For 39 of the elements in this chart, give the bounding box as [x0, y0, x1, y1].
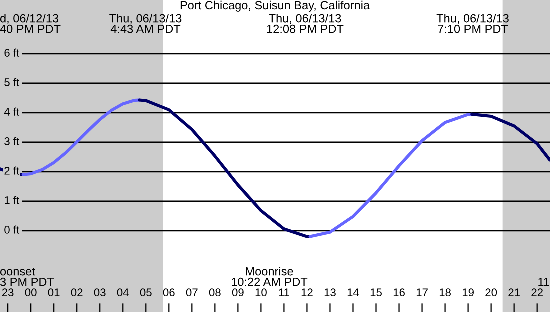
- annotation: Moonrise 10:22 AM PDT: [232, 267, 308, 286]
- x-tick-label: 14: [348, 288, 360, 296]
- y-tick-label: 1 ft: [5, 196, 20, 204]
- y-tick-label: 2 ft: [4, 166, 20, 175]
- annotation: Thu, 06/13/13 7:10 PM PDT: [436, 14, 509, 34]
- x-tick-label: 01: [48, 288, 60, 297]
- x-tick-label: 07: [186, 288, 198, 297]
- x-tick-label: 15: [370, 288, 382, 297]
- x-tick-label: 23: [2, 288, 14, 297]
- annotation: Thu, 06/13/13 12:08 PM PDT: [267, 14, 344, 34]
- x-tick-label: 20: [486, 288, 498, 297]
- x-tick-label: 18: [440, 288, 451, 297]
- x-tick-label: 09: [232, 288, 244, 297]
- x-tick-label: 13: [324, 288, 336, 297]
- x-tick-label: 04: [117, 288, 129, 297]
- x-tick-label: 11: [279, 288, 290, 296]
- x-tick-label: 12: [302, 288, 313, 296]
- x-tick-label: 10: [256, 288, 267, 297]
- annotation: oonset 3 PM PDT: [0, 268, 54, 286]
- annotation: d, 06/12/13 40 PM PDT: [0, 14, 61, 34]
- x-tick-label: 08: [209, 288, 221, 297]
- y-tick-label: 3 ft: [4, 137, 20, 146]
- x-tick-label: 16: [394, 288, 405, 297]
- y-tick-label: 0 ft: [4, 226, 20, 234]
- x-tick-label: 03: [94, 288, 106, 297]
- annotation: 11: [538, 278, 550, 286]
- y-tick-label: 6 ft: [4, 48, 20, 57]
- x-tick-label: 06: [163, 288, 175, 297]
- x-tick-label: 22: [532, 288, 543, 296]
- y-tick-label: 4 ft: [4, 108, 20, 116]
- x-tick-label: 02: [71, 288, 83, 297]
- x-tick-label: 21: [508, 288, 520, 296]
- y-tick-label: 5 ft: [4, 78, 20, 86]
- annotation: Thu, 06/13/13 4:43 AM PDT: [110, 14, 182, 34]
- x-tick-label: 00: [25, 288, 37, 297]
- chart-title: Port Chicago, Suisun Bay, California: [180, 0, 370, 12]
- x-tick-label: 17: [416, 288, 428, 296]
- x-tick-label: 05: [140, 288, 152, 297]
- x-tick-label: 19: [462, 288, 474, 297]
